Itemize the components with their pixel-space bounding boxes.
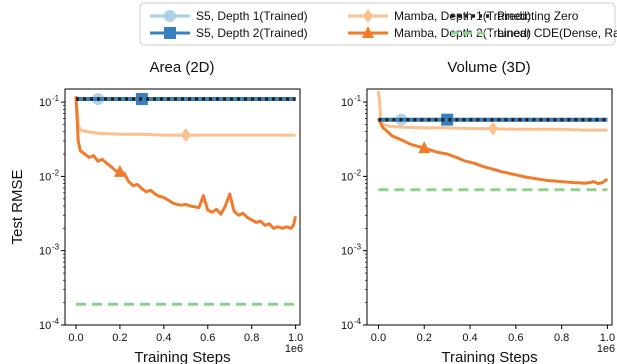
y-axis-label: Test RMSE [9,169,26,244]
plot-area [376,91,609,192]
x-tick-label: 0.0 [68,332,83,344]
legend-s5-depth-2-trained-marker [164,27,176,39]
x-offset-text: 1e6 [597,343,615,355]
y-tick-exponent: -4 [52,317,60,326]
y-tick-label: 10 [39,320,51,332]
series-mamba-depth-1-trained-marker [180,128,191,143]
legend-frame [139,2,616,46]
y-tick-label: 10 [341,246,353,258]
legend-s5-depth-1-trained-marker [164,10,176,22]
legend-mamba-depth-1-trained-marker [363,9,373,23]
x-axis-label: Training Steps [441,349,537,364]
y-tick-label: 10 [39,246,51,258]
y-tick-exponent: -4 [354,317,362,326]
x-tick-label: 0.6 [508,332,523,344]
x-tick-label: 1.0 [288,332,303,344]
x-tick-label: 0.6 [200,332,215,344]
x-axis-label: Training Steps [134,349,230,364]
x-tick-label: 0.8 [244,332,259,344]
legend-mamba-depth-2-trained-marker [362,26,374,38]
x-tick-label: 0.2 [112,332,127,344]
y-tick-exponent: -3 [354,243,362,252]
series-mamba-depth-2-trained-marker [418,141,431,154]
y-tick-exponent: -1 [354,94,362,103]
x-tick-label: 0.4 [462,332,477,344]
x-tick-label: 0.4 [156,332,171,344]
series-mamba-depth-1-trained-line [74,96,296,137]
series-s5-depth-2-trained-marker [441,113,454,126]
y-tick-label: 10 [39,171,51,183]
x-tick-label: 1.0 [600,332,615,344]
series-mamba-depth-2-trained-line [377,117,609,186]
legend-predicting-zero-label: Predicting Zero [497,9,579,23]
series-mamba-depth-2-trained-line [74,96,298,230]
y-tick-label: 10 [39,97,51,109]
y-tick-exponent: -2 [354,168,362,177]
series-mamba-depth-2-trained-marker [113,164,126,177]
x-tick-label: 0.0 [371,332,386,344]
series-mamba-depth-1-trained-marker [487,121,498,136]
y-tick-exponent: -3 [52,243,60,252]
legend-mamba-depth-1-trained-label: Mamba, Depth 1(Trained) [394,9,531,23]
legend-s5-depth-1-trained-label: S5, Depth 1(Trained) [196,9,308,23]
panel-title: Volume (3D) [447,59,530,76]
x-tick-label: 0.8 [554,332,569,344]
legend: S5, Depth 1(Trained) S5, Depth 2(Trained)… [150,9,617,40]
y-tick-exponent: -2 [52,168,60,177]
axes-frame [64,88,301,326]
legend-linear-cde-dense-random-label: Linear CDE(Dense, Random) [497,26,617,40]
plot-area [74,93,298,306]
panel-title: Area (2D) [149,59,214,76]
axes-frame [366,88,613,326]
y-tick-label: 10 [341,97,353,109]
legend-mamba-depth-2-trained-label: Mamba, Depth 2(Trained) [394,26,531,40]
x-offset-text: 1e6 [285,343,303,355]
x-tick-label: 0.2 [417,332,432,344]
y-tick-label: 10 [341,171,353,183]
y-tick-label: 10 [341,320,353,332]
legend-s5-depth-2-trained-label: S5, Depth 2(Trained) [196,26,308,40]
y-tick-exponent: -1 [52,94,60,103]
